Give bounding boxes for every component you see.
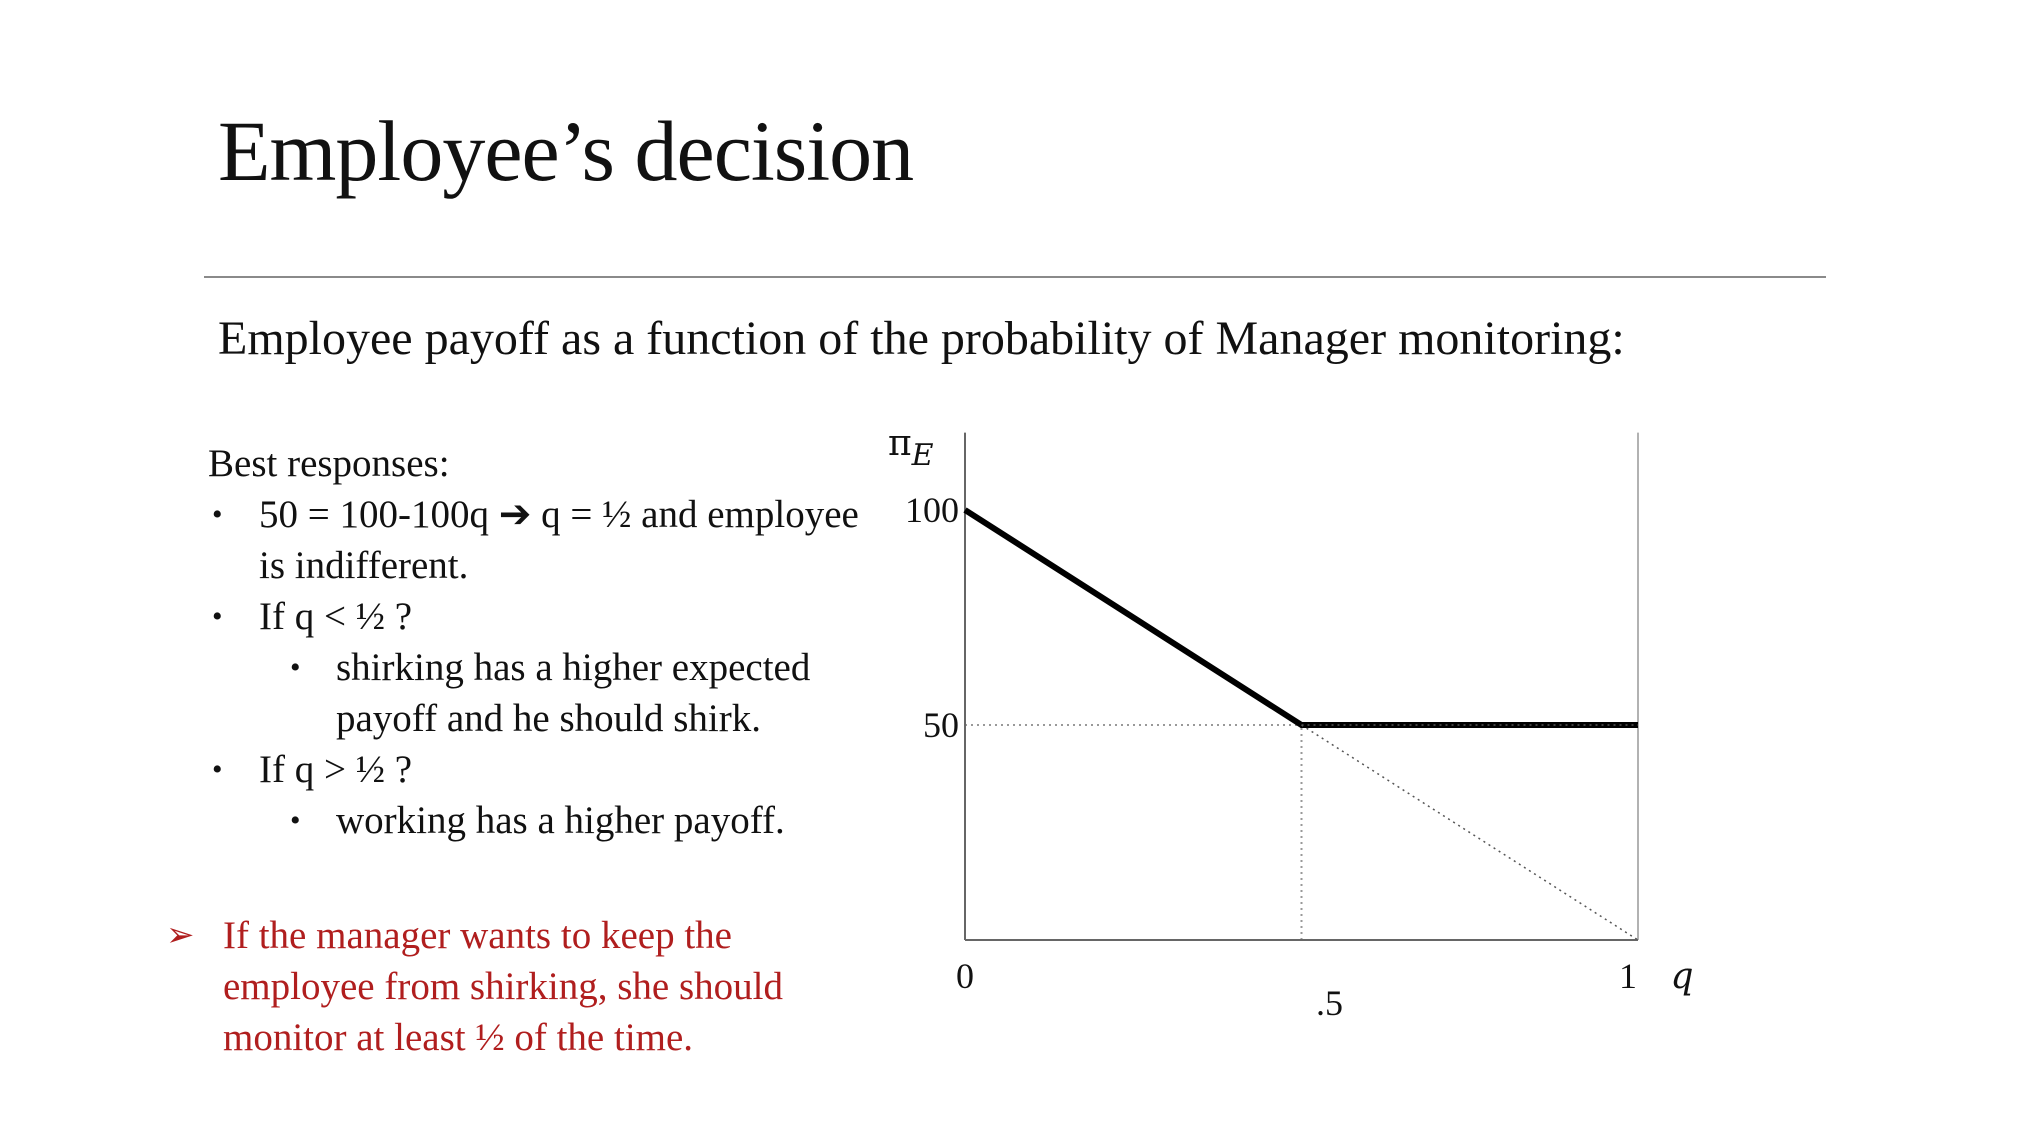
slide-subtitle: Employee payoff as a function of the pro… <box>218 312 1625 365</box>
bullet-text: 50 = 100-100q ➔ q = ½ and employee is in… <box>259 493 859 587</box>
x-tick-label: 0 <box>956 956 974 996</box>
bullet-dot-icon: • <box>290 804 301 837</box>
title-divider <box>204 276 1826 278</box>
best-responses-list: • 50 = 100-100q ➔ q = ½ and employee is … <box>208 489 868 846</box>
series-line-1 <box>1301 724 1639 941</box>
y-axis-label: πE <box>888 423 934 473</box>
bullet-text: If q < ½ ? <box>259 595 413 638</box>
best-responses-block: Best responses: • 50 = 100-100q ➔ q = ½ … <box>208 438 868 846</box>
conclusion-text: If the manager wants to keep the employe… <box>223 914 783 1059</box>
bullet-dot-icon: • <box>290 651 301 684</box>
x-tick-label: 1 <box>1619 956 1637 996</box>
bullet-dot-icon: • <box>212 498 223 531</box>
sub-bullet-text: shirking has a higher expected payoff an… <box>336 646 811 740</box>
sub-bullet-item: • working has a higher payoff. <box>208 795 868 846</box>
bullet-item: • If q > ½ ? <box>208 744 868 795</box>
best-responses-heading: Best responses: <box>208 442 450 485</box>
slide-title: Employee’s decision <box>218 103 914 199</box>
x-tick-label: .5 <box>1316 983 1343 1023</box>
bullet-dot-icon: • <box>212 753 223 786</box>
arrow-bullet-icon: ➢ <box>166 917 195 954</box>
y-tick-label: 50 <box>923 705 959 745</box>
bullet-item: • 50 = 100-100q ➔ q = ½ and employee is … <box>208 489 868 591</box>
bullet-dot-icon: • <box>212 600 223 633</box>
bullet-item: • If q < ½ ? <box>208 591 868 642</box>
x-axis-label: q <box>1670 956 1693 997</box>
conclusion-callout: ➢ If the manager wants to keep the emplo… <box>166 910 866 1063</box>
sub-bullet-item: • shirking has a higher expected payoff … <box>208 642 868 744</box>
series-line-0 <box>963 507 1638 728</box>
y-tick-label: 100 <box>905 490 959 530</box>
bullet-text: If q > ½ ? <box>259 748 413 791</box>
sub-bullet-text: working has a higher payoff. <box>336 799 785 842</box>
